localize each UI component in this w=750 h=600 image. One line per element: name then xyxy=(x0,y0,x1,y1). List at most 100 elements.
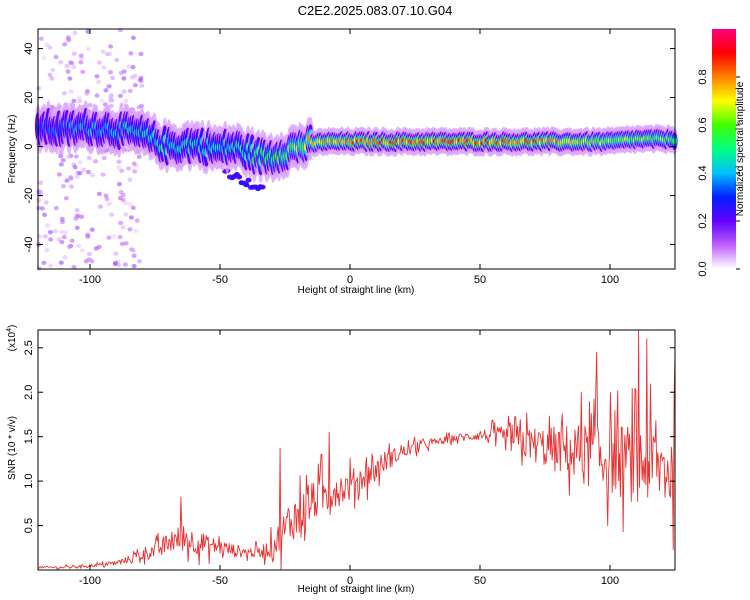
heatmap-cell xyxy=(101,155,107,161)
heatmap-cell xyxy=(68,175,73,180)
y-tick-label: -40 xyxy=(23,237,35,253)
colorbar-ticks: 0.0 0.2 0.4 0.6 0.8 xyxy=(697,69,740,277)
heatmap-cell xyxy=(62,42,68,47)
heatmap-cell xyxy=(130,248,136,253)
colorbar-label: Normalized spectral amplitude xyxy=(735,81,746,216)
heatmap-cell xyxy=(127,227,133,232)
heatmap-cell xyxy=(111,234,117,239)
heatmap-cell xyxy=(59,219,65,224)
heatmap-cell xyxy=(63,196,69,201)
heatmap-cell xyxy=(89,227,95,232)
snr-series-line xyxy=(37,329,676,570)
heatmap-cell xyxy=(120,225,126,230)
snr-frame xyxy=(37,329,676,571)
heatmap-cell xyxy=(68,184,74,189)
heatmap-cell xyxy=(139,83,145,88)
heatmap-cell xyxy=(47,45,53,50)
heatmap-cell xyxy=(126,64,132,69)
heatmap-cell xyxy=(87,103,93,108)
heatmap-cell xyxy=(74,174,80,179)
svg-text:(x104): (x104) xyxy=(6,325,18,352)
heatmap-cell xyxy=(64,178,70,183)
colorbar-tick-label: 0.0 xyxy=(697,261,709,276)
heatmap-cell xyxy=(243,182,250,188)
heatmap-cell xyxy=(90,173,96,178)
heatmap-cell xyxy=(81,167,87,173)
spectrogram-panel: -100 -50 0 50 100 -40 -20 0 20 40 Height of stra… xyxy=(7,27,678,296)
heatmap-cell xyxy=(45,223,51,228)
heatmap-cell xyxy=(74,225,80,230)
heatmap-cell xyxy=(36,192,42,198)
heatmap-cell xyxy=(69,238,75,243)
heatmap-cell xyxy=(117,234,123,240)
heatmap-cell xyxy=(123,200,128,206)
heatmap-cell xyxy=(119,168,125,173)
heatmap-cell xyxy=(61,184,66,189)
heatmap-cell xyxy=(71,264,77,270)
heatmap-cell xyxy=(130,64,136,70)
heatmap-cell xyxy=(236,174,243,180)
heatmap-cell xyxy=(130,205,136,210)
snr-y-scale-exponent: 4 xyxy=(6,328,13,332)
colorbar-tick-label: 0.2 xyxy=(697,213,709,228)
spectrogram-y-ticks: -40 -20 0 20 40 xyxy=(23,42,675,252)
heatmap-cell xyxy=(89,259,95,264)
figure-title: C2E2.2025.083.07.10.G04 xyxy=(298,3,453,18)
heatmap-cell xyxy=(86,251,92,257)
heatmap-cell xyxy=(79,214,84,219)
spectrogram-y-axis-label: Frequency (Hz) xyxy=(7,115,18,184)
heatmap-cell xyxy=(65,69,71,74)
heatmap-cell xyxy=(52,229,58,234)
heatmap-cell xyxy=(79,248,85,253)
heatmap-cell xyxy=(73,216,79,221)
heatmap-cell xyxy=(245,177,252,183)
heatmap-cell xyxy=(133,228,139,234)
heatmap-cell xyxy=(137,259,142,264)
heatmap-cell xyxy=(36,86,42,91)
heatmap-cell xyxy=(85,46,91,52)
heatmap-cell xyxy=(59,229,64,235)
heatmap-cell xyxy=(77,98,83,104)
heatmap-cell xyxy=(137,77,143,83)
heatmap-cell xyxy=(76,95,82,101)
snr-x-axis-label: Height of straight line (km) xyxy=(298,584,415,595)
x-tick-label: -50 xyxy=(212,274,228,286)
heatmap-cell xyxy=(114,57,120,63)
heatmap-cell xyxy=(123,98,129,104)
heatmap-cell xyxy=(104,196,110,202)
heatmap-cell xyxy=(61,234,67,240)
heatmap-cell xyxy=(119,241,125,246)
heatmap-cell xyxy=(131,253,137,258)
x-tick-label: 100 xyxy=(601,274,619,286)
heatmap-cell xyxy=(106,235,112,240)
heatmap-cell xyxy=(71,64,77,70)
heatmap-cell xyxy=(93,246,99,251)
heatmap-cell xyxy=(118,190,124,195)
heatmap-cell xyxy=(72,165,78,170)
heatmap-cell xyxy=(41,260,47,265)
y-tick-label: 20 xyxy=(23,91,35,103)
heatmap-cell xyxy=(134,218,140,223)
colorbar-tick-label: 0.8 xyxy=(697,69,709,84)
heatmap-cell xyxy=(44,248,50,253)
y-tick-label: 0 xyxy=(23,143,35,149)
heatmap-cell xyxy=(108,98,113,103)
heatmap-cell xyxy=(106,84,112,89)
heatmap-cell xyxy=(116,165,122,170)
heatmap-cell xyxy=(112,261,118,267)
heatmap-cell xyxy=(76,243,82,248)
x-tick-label: 50 xyxy=(474,575,486,587)
colorbar: 0.0 0.2 0.4 0.6 0.8 Normalized spectral ampl… xyxy=(697,29,746,277)
heatmap-cell xyxy=(131,263,137,269)
heatmap-cell xyxy=(66,244,72,250)
heatmap-cell xyxy=(48,237,54,242)
heatmap-cell xyxy=(100,49,106,54)
x-tick-label: -100 xyxy=(79,274,101,286)
y-tick-label: -20 xyxy=(23,188,35,204)
x-tick-label: -50 xyxy=(212,575,228,587)
heatmap-cell xyxy=(62,230,68,235)
heatmap-cell xyxy=(85,29,91,34)
spectrogram-heatmap xyxy=(34,27,678,271)
heatmap-cell xyxy=(132,83,138,88)
